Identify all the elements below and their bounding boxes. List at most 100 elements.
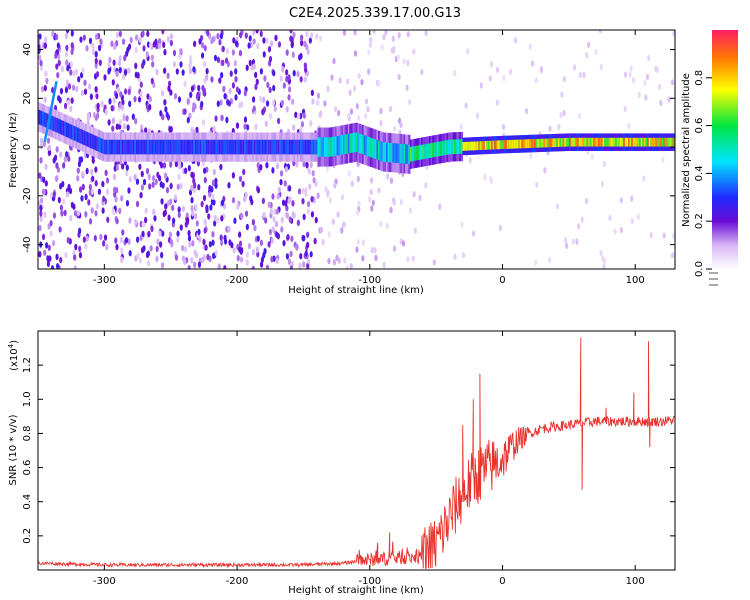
spectrogram-signal-cell — [80, 129, 83, 144]
spectrogram-noise-cell — [120, 195, 124, 202]
spectrogram-signal-cell — [370, 137, 373, 158]
spectrogram-noise-cell — [127, 43, 132, 50]
spectrogram-noise-cell — [118, 66, 122, 74]
spectrogram-signal-cell — [620, 137, 623, 147]
spectrogram-signal-cell — [51, 115, 54, 131]
spectrogram-noise-cell — [193, 40, 197, 48]
spectrogram-noise-cell — [273, 208, 277, 216]
spectrogram-noise-cell — [105, 177, 110, 184]
spectrogram-signal-cell — [476, 141, 479, 151]
spectrogram-noise-cell — [157, 43, 162, 50]
spectrogram-signal-cell — [45, 112, 48, 128]
spectrogram-signal-cell — [110, 139, 113, 155]
spectrogram-signal-cell — [261, 139, 264, 155]
spectrogram-noise-cell — [382, 261, 386, 269]
spectrogram-noise-cell — [145, 51, 149, 58]
spectrogram-noise-cell — [200, 200, 204, 208]
spectrogram-noise-cell — [221, 59, 225, 67]
spectrogram-noise-cell — [346, 112, 351, 120]
spectrogram-signal-cell — [202, 139, 206, 155]
spectrogram-noise-cell — [203, 77, 207, 84]
spectrogram-signal-cell — [664, 137, 667, 147]
spectrogram-noise-cell — [315, 33, 319, 40]
spectrogram-noise-cell — [209, 204, 213, 211]
spectrogram-noise-cell — [64, 251, 68, 259]
spectrogram-noise-cell — [38, 251, 42, 258]
spectrogram-noise-cell — [104, 169, 108, 177]
spectrogram-noise-cell — [134, 46, 138, 54]
spectrogram-signal-cell — [655, 137, 658, 147]
spectrogram-noise-cell — [331, 218, 335, 226]
spectrogram-noise-cell — [112, 97, 116, 104]
spectrogram-noise-cell — [113, 186, 117, 194]
spectrogram-noise-cell — [202, 194, 207, 202]
spectrogram-noise-cell — [632, 77, 636, 84]
spectrogram-signal-cell — [249, 139, 252, 155]
spectrogram-noise-cell — [153, 215, 157, 222]
spectrogram-noise-cell — [236, 203, 240, 211]
spectrogram-noise-cell — [234, 94, 238, 101]
spectrogram-noise-cell — [296, 113, 301, 120]
spectrogram-signal-cell — [274, 139, 277, 155]
spectrogram-signal-cell — [600, 137, 604, 147]
spectrogram-noise-cell — [51, 30, 55, 38]
spectrogram-noise-cell — [565, 242, 569, 250]
spectrogram-signal-cell — [639, 137, 642, 147]
spectrogram-noise-cell — [190, 257, 194, 264]
spectrogram-signal-cell — [607, 137, 610, 147]
spectrogram-noise-cell — [630, 195, 634, 202]
spectrogram-noise-cell — [236, 255, 240, 262]
spectrogram-signal-cell — [277, 139, 280, 155]
spectrogram-noise-cell — [66, 99, 71, 106]
spectrogram-signal-cell — [403, 144, 406, 164]
spectrogram-noise-cell — [608, 214, 612, 221]
spectrogram-signal-cell — [115, 139, 118, 155]
spectrogram-noise-cell — [412, 48, 416, 55]
spectrogram-signal-cell — [357, 133, 360, 153]
spectrogram-noise-cell — [418, 194, 422, 202]
spectrogram-noise-cell — [76, 175, 80, 182]
spectrogram-noise-cell — [555, 203, 560, 210]
spectrogram-noise-cell — [94, 51, 98, 58]
spectrogram-signal-cell — [342, 134, 346, 155]
spectrogram-noise-cell — [261, 197, 265, 205]
spectrogram-signal-cell — [452, 139, 456, 155]
spectrogram-signal-cell — [451, 139, 454, 155]
spectrogram-signal-cell — [642, 137, 645, 147]
spectrogram-noise-cell — [39, 215, 43, 223]
spectrogram-noise-cell — [242, 168, 246, 176]
snr-x-tick-label: -200 — [226, 576, 249, 587]
spectrogram-noise-cell — [197, 261, 202, 268]
spectrogram-noise-cell — [45, 77, 49, 85]
spectrogram-signal-cell — [430, 143, 433, 158]
spectrogram-signal-cell — [112, 139, 115, 155]
spectrogram-noise-cell — [135, 200, 140, 208]
spectrogram-noise-cell — [348, 89, 352, 96]
spectrogram-noise-cell — [508, 68, 513, 76]
spectrogram-noise-cell — [38, 43, 41, 51]
spectrogram-noise-cell — [340, 194, 345, 201]
spectrogram-signal-cell — [360, 134, 363, 154]
spectrogram-noise-cell — [203, 227, 207, 234]
spectrogram-signal-cell — [170, 139, 174, 155]
spectrogram-signal-cell — [57, 118, 61, 134]
spectrogram-noise-cell — [228, 87, 232, 95]
spectrogram-noise-cell — [111, 117, 115, 125]
spectrogram-noise-cell — [55, 253, 59, 261]
spectrogram-noise-cell — [413, 227, 418, 234]
spectrogram-x-tick-label: -200 — [226, 275, 249, 286]
spectrogram-signal-cell — [580, 137, 583, 147]
spectrogram-noise-cell — [70, 48, 74, 55]
spectrogram-noise-cell — [38, 33, 42, 40]
spectrogram-signal-cell — [104, 139, 107, 155]
spectrogram-noise-cell — [232, 37, 236, 44]
spectrogram-noise-cell — [88, 83, 92, 90]
spectrogram-noise-cell — [302, 261, 306, 268]
spectrogram-noise-cell — [48, 255, 52, 262]
spectrogram-signal-cell — [471, 141, 475, 151]
spectrogram-noise-cell — [54, 52, 58, 59]
spectrogram-noise-cell — [306, 208, 310, 215]
spectrogram-noise-cell — [405, 84, 409, 92]
spectrogram-noise-cell — [420, 68, 424, 76]
spectrogram-signal-cell — [491, 140, 494, 150]
